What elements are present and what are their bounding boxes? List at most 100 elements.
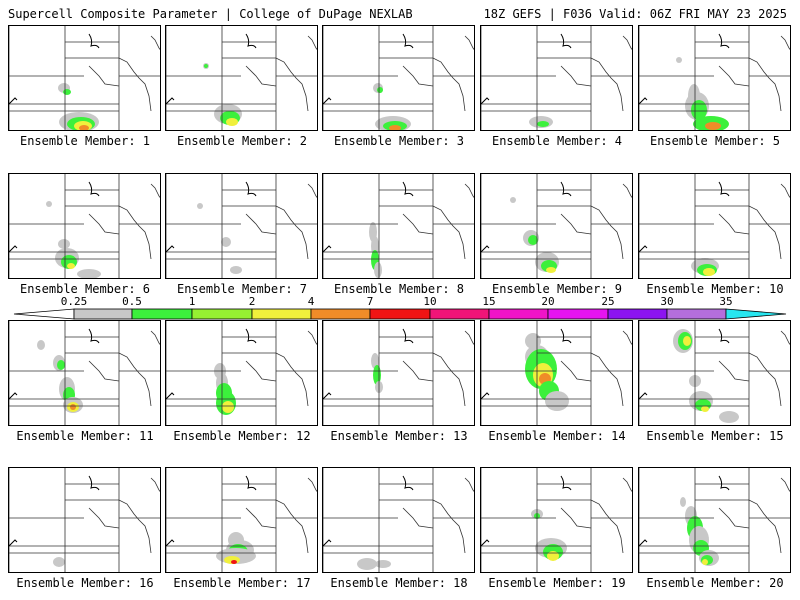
map-panel xyxy=(638,173,791,279)
map-image xyxy=(166,321,317,425)
panel-label: Ensemble Member: 17 xyxy=(173,576,311,590)
state-border xyxy=(718,213,750,235)
map-panel xyxy=(322,320,475,426)
map-image xyxy=(166,468,317,572)
state-border xyxy=(9,518,66,547)
color-scale-tick-label: 0.5 xyxy=(122,295,142,308)
state-border xyxy=(537,499,624,554)
map-panel xyxy=(8,320,161,426)
map-panel xyxy=(638,25,791,131)
map-image xyxy=(9,174,160,278)
coastline xyxy=(88,181,100,197)
coastline xyxy=(323,245,332,253)
coastline xyxy=(560,475,572,491)
color-scale: 0.25 0.5 1 2 4 7 10 15 20 25 30 35 xyxy=(0,296,800,322)
coastline xyxy=(88,328,100,344)
coastline xyxy=(481,392,490,400)
map-panel xyxy=(165,25,318,131)
coastline xyxy=(481,245,490,253)
map-image xyxy=(639,468,790,572)
panel-label: Ensemble Member: 16 xyxy=(16,576,154,590)
scp-contour xyxy=(377,87,383,93)
scp-contour xyxy=(537,121,549,127)
state-border xyxy=(481,518,538,547)
coastline xyxy=(560,33,572,49)
state-border xyxy=(245,213,277,235)
state-border xyxy=(622,35,632,50)
scp-contour xyxy=(37,340,45,350)
coastline xyxy=(402,475,414,491)
panel-label: Ensemble Member: 9 xyxy=(491,282,623,296)
map-image xyxy=(481,468,632,572)
coastline xyxy=(166,539,175,547)
scp-contour xyxy=(510,197,516,203)
scp-contour xyxy=(230,266,242,274)
state-border xyxy=(537,205,624,260)
scp-contour xyxy=(46,201,52,207)
scp-contour xyxy=(70,404,76,410)
coastline xyxy=(166,392,175,400)
scp-contour xyxy=(226,118,238,126)
state-border xyxy=(537,57,624,112)
state-border xyxy=(718,65,750,87)
scp-contour xyxy=(221,237,231,247)
color-scale-segment xyxy=(607,308,668,320)
map-image xyxy=(481,174,632,278)
coastline xyxy=(9,539,18,547)
color-scale-segment xyxy=(191,308,253,320)
panel-label: Ensemble Member: 11 xyxy=(16,429,154,443)
state-border xyxy=(560,360,592,382)
scp-contour xyxy=(528,235,538,245)
state-border xyxy=(379,57,466,112)
state-border xyxy=(780,183,790,198)
scp-contour xyxy=(53,557,65,567)
panel-label: Ensemble Member: 3 xyxy=(333,134,465,148)
scp-contour xyxy=(389,125,401,130)
scp-contour xyxy=(63,89,71,95)
scp-contour xyxy=(719,411,739,423)
scp-contour xyxy=(77,269,101,278)
state-border xyxy=(402,360,434,382)
coastline xyxy=(718,33,730,49)
coastline xyxy=(166,245,175,253)
color-scale-segment xyxy=(251,308,312,320)
scp-contour xyxy=(67,263,75,269)
state-border xyxy=(88,360,120,382)
scp-contour xyxy=(680,497,686,507)
map-panel xyxy=(638,320,791,426)
state-border xyxy=(464,330,474,345)
state-border xyxy=(464,183,474,198)
color-scale-tick-label: 35 xyxy=(719,295,733,308)
scp-contour xyxy=(357,558,377,570)
state-border xyxy=(379,499,466,554)
panel-label: Ensemble Member: 1 xyxy=(19,134,151,148)
map-panel xyxy=(480,320,633,426)
state-border xyxy=(307,330,317,345)
state-border xyxy=(307,35,317,50)
state-border xyxy=(537,352,624,407)
panel-label: Ensemble Member: 13 xyxy=(330,429,468,443)
panel-label: Ensemble Member: 19 xyxy=(488,576,626,590)
color-scale-tick-label: 0.25 xyxy=(60,295,88,308)
state-border xyxy=(166,518,223,547)
coastline xyxy=(639,245,648,253)
coastline xyxy=(88,33,100,49)
panel-label: Ensemble Member: 12 xyxy=(173,429,311,443)
color-scale-tick-label: 30 xyxy=(660,295,674,308)
state-border xyxy=(65,57,152,112)
coastline xyxy=(323,97,332,105)
coastline xyxy=(481,97,490,105)
coastline xyxy=(718,181,730,197)
state-border xyxy=(481,76,538,105)
state-border xyxy=(222,352,309,407)
scp-contour xyxy=(79,125,89,130)
coastline xyxy=(323,392,332,400)
state-border xyxy=(464,35,474,50)
scp-contour xyxy=(676,57,682,63)
state-border xyxy=(65,499,152,554)
panel-label: Ensemble Member: 20 xyxy=(646,576,784,590)
state-border xyxy=(222,499,309,554)
coastline xyxy=(245,475,257,491)
coastline xyxy=(402,181,414,197)
panel-label: Ensemble Member: 14 xyxy=(488,429,626,443)
